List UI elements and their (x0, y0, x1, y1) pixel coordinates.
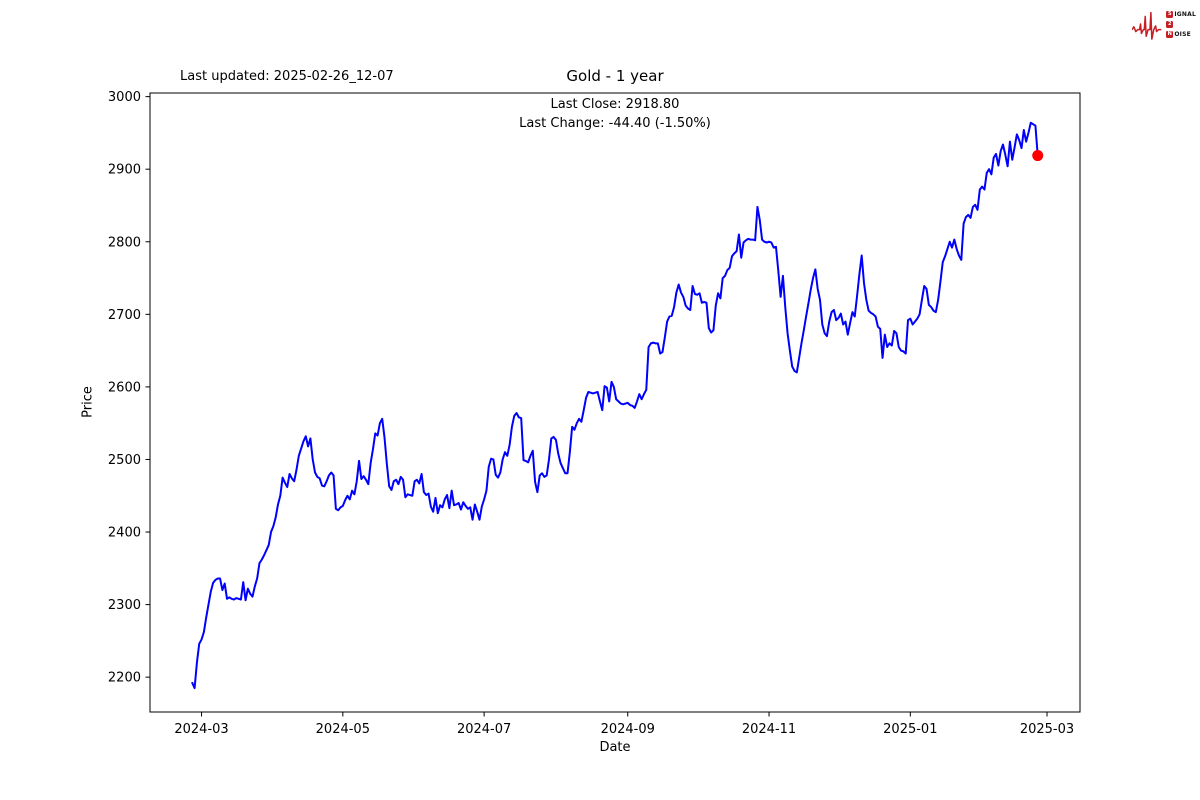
x-tick-label: 2024-07 (457, 722, 511, 737)
logo-text-ignal: IGNAL (1174, 10, 1196, 18)
x-tick-label: 2024-11 (742, 722, 796, 737)
logo-text-oise: OISE (1174, 30, 1191, 38)
y-tick-label: 3000 (108, 90, 141, 105)
x-tick-label: 2025-01 (883, 722, 937, 737)
last-close-annotation: Last Close: 2918.80 (550, 97, 680, 112)
x-tick-label: 2024-03 (174, 722, 228, 737)
logo-letterbox-s: S (1166, 10, 1174, 18)
last-close-marker (1032, 150, 1044, 162)
x-axis-label: Date (599, 740, 631, 755)
y-tick-label: 2400 (108, 526, 141, 541)
logo-waveform-icon (1132, 11, 1162, 40)
x-tick-label: 2025-03 (1020, 722, 1074, 737)
logo-row-2: 2 (1166, 19, 1196, 29)
last-updated-label: Last updated: 2025-02-26_12-07 (180, 69, 394, 84)
last-change-annotation: Last Change: -44.40 (-1.50%) (519, 116, 711, 131)
y-tick-label: 2500 (108, 453, 141, 468)
signal2noise-logo: S IGNAL 2 N OISE (1132, 5, 1196, 43)
x-tick-label: 2024-05 (316, 722, 370, 737)
logo-letterbox-n: N (1166, 30, 1174, 38)
logo-row-noise: N OISE (1166, 29, 1196, 39)
y-tick-label: 2300 (108, 598, 141, 613)
y-tick-label: 2700 (108, 308, 141, 323)
y-tick-label: 2600 (108, 380, 141, 395)
logo-letterbox-2: 2 (1166, 20, 1174, 28)
logo-wordmark: S IGNAL 2 N OISE (1166, 9, 1196, 39)
y-tick-label: 2900 (108, 163, 141, 178)
y-tick-label: 2800 (108, 235, 141, 250)
chart-title: Gold - 1 year (566, 67, 664, 85)
logo-row-signal: S IGNAL (1166, 9, 1196, 19)
x-tick-label: 2024-09 (601, 722, 655, 737)
price-line (191, 121, 1039, 690)
y-tick-label: 2200 (108, 671, 141, 686)
plot-frame (149, 92, 1081, 713)
